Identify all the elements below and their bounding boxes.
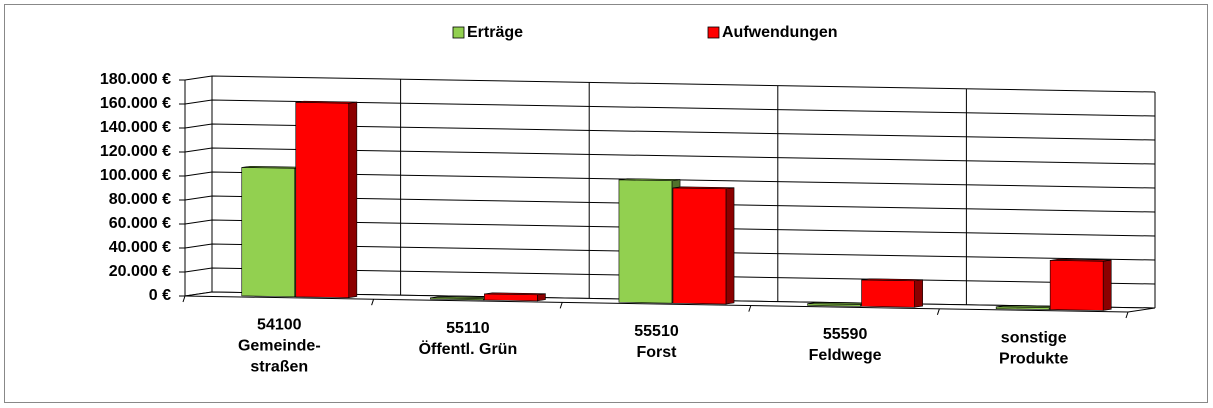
legend-label: Aufwendungen xyxy=(722,24,838,41)
x-tick-mark xyxy=(371,299,375,306)
x-tick-mark xyxy=(559,302,563,309)
bar xyxy=(1049,260,1104,311)
bar xyxy=(295,102,350,298)
x-tick-mark xyxy=(182,295,186,303)
bar xyxy=(241,167,296,298)
bar xyxy=(618,179,673,304)
x-tick-label: sonstige Produkte xyxy=(999,330,1068,368)
bar xyxy=(430,297,484,301)
legend-swatch xyxy=(707,26,720,39)
bar-side xyxy=(1102,259,1112,311)
y-tick-label: 180.000 € xyxy=(100,71,171,88)
y-tick-label: 20.000 € xyxy=(109,263,171,280)
x-tick-label: 55590 Feldwege xyxy=(809,326,882,364)
x-tick-label: 54100 Gemeinde-straßen xyxy=(238,317,321,376)
y-tick-label: 160.000 € xyxy=(100,95,171,112)
x-tick-label: 55510 Forst xyxy=(634,323,679,361)
y-tick-label: 120.000 € xyxy=(100,143,171,160)
legend-label: Erträge xyxy=(467,24,523,41)
y-tick-label: 140.000 € xyxy=(100,119,171,136)
bar-side xyxy=(348,101,358,299)
x-tick-mark xyxy=(936,308,940,315)
bar xyxy=(995,306,1050,310)
chart-border xyxy=(4,4,1208,403)
y-tick-label: 80.000 € xyxy=(109,191,171,208)
y-tick-label: 60.000 € xyxy=(109,215,171,232)
y-tick-label: 0 € xyxy=(149,287,171,304)
bar xyxy=(861,279,915,308)
x-tick-label: 55110 Öffentl. Grün xyxy=(419,320,518,358)
bar xyxy=(484,293,538,302)
bar-side xyxy=(914,279,923,308)
bar xyxy=(672,187,727,305)
x-tick-mark xyxy=(748,305,752,312)
y-tick-label: 100.000 € xyxy=(100,167,171,184)
legend-swatch xyxy=(452,26,465,39)
y-tick-label: 40.000 € xyxy=(109,239,171,256)
x-tick-mark xyxy=(1125,311,1129,319)
bar xyxy=(807,303,861,307)
bar-side xyxy=(725,187,735,305)
